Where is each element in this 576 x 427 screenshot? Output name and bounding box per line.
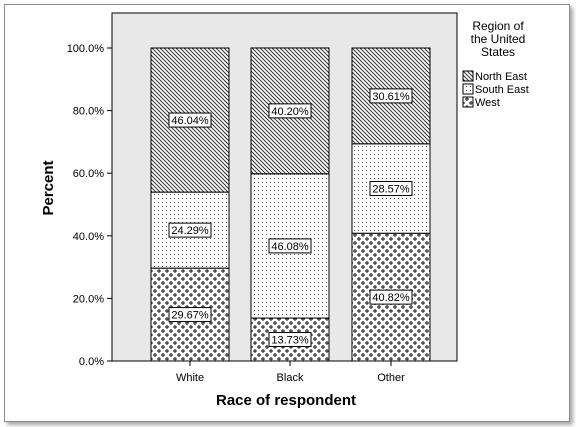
y-axis-title: Percent bbox=[40, 160, 57, 215]
legend-entry-label: North East bbox=[475, 71, 527, 83]
x-axis-title: Race of respondent bbox=[216, 392, 356, 409]
data-label-box bbox=[168, 222, 212, 238]
data-label: 13.73% bbox=[271, 335, 309, 347]
y-tick-label: 60.0% bbox=[73, 168, 104, 180]
chart-frame: 0.0% 20.0% 40.0% 60.0% 80.0% 100.0% 29.67% 24.… bbox=[4, 4, 570, 422]
data-label: 29.67% bbox=[171, 310, 209, 322]
data-label: 46.08% bbox=[271, 241, 309, 253]
stacked-bar-chart: 0.0% 20.0% 40.0% 60.0% 80.0% 100.0% 29.67% 24.… bbox=[40, 12, 529, 409]
y-tick-label: 80.0% bbox=[73, 106, 104, 118]
legend-title-line: Region of bbox=[472, 19, 524, 33]
data-label-box bbox=[268, 238, 312, 254]
y-tick-label: 100.0% bbox=[67, 43, 105, 55]
data-label-box bbox=[369, 88, 413, 104]
x-tick-label: Other bbox=[377, 372, 405, 384]
data-label-box bbox=[369, 181, 413, 197]
data-label-box bbox=[268, 332, 312, 348]
y-tick-label: 20.0% bbox=[73, 293, 104, 305]
data-label-box bbox=[268, 103, 312, 119]
legend-title-line: States bbox=[481, 45, 515, 59]
data-label: 28.57% bbox=[372, 184, 410, 196]
data-label: 46.04% bbox=[171, 115, 209, 127]
data-label-box bbox=[168, 307, 212, 323]
data-label: 24.29% bbox=[171, 225, 209, 237]
legend-entry-label: South East bbox=[475, 84, 529, 96]
data-label: 40.20% bbox=[271, 106, 309, 118]
legend-swatch bbox=[462, 83, 474, 95]
data-label-box bbox=[369, 289, 413, 305]
data-label: 40.82% bbox=[372, 292, 410, 304]
x-tick-label: White bbox=[176, 372, 204, 384]
bars: 29.67% 24.29% 46.04% 13.73% 46.08% 40.20% 40.8… bbox=[150, 47, 431, 362]
data-label-box bbox=[168, 112, 212, 128]
legend-title-line: the United bbox=[471, 32, 526, 46]
y-tick-label: 40.0% bbox=[73, 231, 104, 243]
legend-swatch bbox=[462, 70, 474, 82]
legend-swatch bbox=[462, 96, 474, 108]
legend-entry-label: West bbox=[475, 97, 500, 109]
y-axis: 0.0% 20.0% 40.0% 60.0% 80.0% 100.0% bbox=[67, 43, 112, 368]
x-axis: White Black Other bbox=[176, 361, 405, 384]
data-label: 30.61% bbox=[372, 91, 410, 103]
y-tick-label: 0.0% bbox=[79, 356, 104, 368]
x-tick-label: Black bbox=[277, 372, 304, 384]
